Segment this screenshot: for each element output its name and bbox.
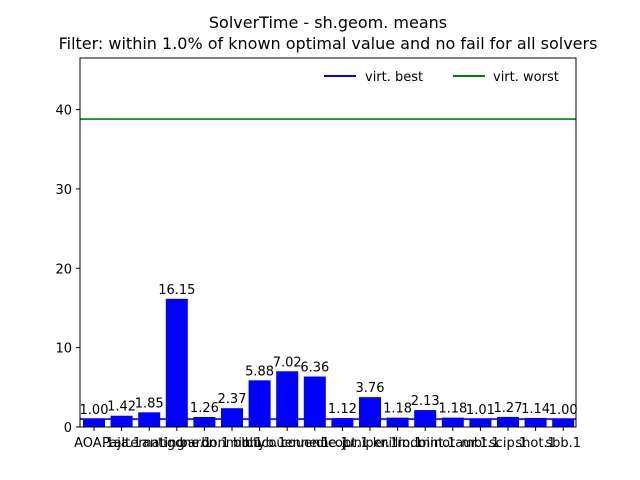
x-tick-label-paja-1: Paja.1 xyxy=(102,436,141,451)
bar-dicopt-1 xyxy=(331,418,354,427)
chart-title: SolverTime - sh.geom. means xyxy=(209,13,447,32)
value-label-couenne-1: 6.36 xyxy=(300,361,329,376)
bar-antigone-1 xyxy=(165,298,188,427)
bar-juniper-1 xyxy=(359,397,381,427)
bar-minotaur-1 xyxy=(441,417,464,427)
y-tick-label-10: 10 xyxy=(55,342,72,357)
bar-bonmin-1 xyxy=(221,408,243,427)
legend-label-virt-worst: virt. worst xyxy=(493,70,559,85)
chart-subtitle: Filter: within 1.0% of known optimal val… xyxy=(59,34,598,53)
x-axis: AOA.1Paja.1alternatingantigone.1baron.1b… xyxy=(74,427,581,451)
bar-paja-1 xyxy=(110,415,133,427)
plot-frame xyxy=(79,57,577,428)
x-tick-label-shot-1: shot.1 xyxy=(515,436,555,451)
x-tick-label-juniper-1: juniper.1 xyxy=(341,436,399,451)
value-label-dicopt-1: 1.12 xyxy=(328,402,357,417)
value-label-sbb-1: 1.00 xyxy=(549,403,578,418)
bar-aoa-1 xyxy=(83,419,105,427)
value-label-antigone-1: 16.15 xyxy=(158,283,195,298)
legend: virt. best virt. worst xyxy=(324,70,559,85)
y-tick-label-20: 20 xyxy=(55,262,72,277)
value-label-alternating: 1.85 xyxy=(135,396,164,411)
value-label-aoa-1: 1.00 xyxy=(80,403,109,418)
bar-scip-1 xyxy=(497,416,519,427)
y-axis: 0 10 20 30 40 xyxy=(55,104,80,436)
x-tick-label-dicopt-1: dicopt.1 xyxy=(316,436,369,451)
x-tick-label-lindoint-1: lindoint.1 xyxy=(395,436,456,451)
value-label-paja-1: 1.42 xyxy=(107,400,136,415)
value-label-bonmin-1: 2.37 xyxy=(218,392,247,407)
value-labels-group: 1.001.421.8516.151.262.375.887.026.361.1… xyxy=(80,283,578,418)
value-label-bbcouenne-1: 7.02 xyxy=(273,355,302,370)
value-label-mbt-1: 1.01 xyxy=(466,403,495,418)
value-label-scip-1: 1.27 xyxy=(494,401,523,416)
x-tick-label-scip-1: scip.1 xyxy=(489,436,527,451)
bar-sbb-1 xyxy=(552,419,575,427)
value-label-lindoint-1: 2.13 xyxy=(411,394,440,409)
reference-lines-group xyxy=(80,118,576,420)
value-label-baron-1: 1.26 xyxy=(190,401,219,416)
bar-shot-1 xyxy=(524,417,547,427)
value-label-juniper-1: 3.76 xyxy=(356,381,385,396)
x-tick-label-baron-1: baron.1 xyxy=(179,436,229,451)
x-tick-label-knitro-1: knitro.1 xyxy=(373,436,423,451)
x-tick-label-alternating: alternating xyxy=(114,436,185,451)
x-tick-label-couenne-1: couenne.1 xyxy=(281,436,349,451)
y-tick-label-0: 0 xyxy=(64,421,72,436)
x-tick-label-antigone-1: antigone.1 xyxy=(142,436,212,451)
bar-bbhyb-1 xyxy=(248,380,271,427)
bar-mbt-1 xyxy=(469,418,492,427)
y-tick-label-30: 30 xyxy=(55,183,72,198)
x-tick-label-aoa-1: AOA.1 xyxy=(74,436,114,451)
bar-bbcouenne-1 xyxy=(276,371,299,427)
value-label-bbhyb-1: 5.88 xyxy=(245,364,274,379)
x-tick-label-mbt-1: mbt.1 xyxy=(461,436,499,451)
bar-couenne-1 xyxy=(303,376,326,427)
x-tick-label-bbcouenne-1: bbcouenne.1 xyxy=(245,436,330,451)
value-label-minotaur-1: 1.18 xyxy=(438,402,467,417)
y-tick-label-40: 40 xyxy=(55,104,72,119)
value-label-shot-1: 1.14 xyxy=(521,402,550,417)
bar-baron-1 xyxy=(193,417,216,427)
legend-label-virt-best: virt. best xyxy=(365,70,423,85)
value-label-knitro-1: 1.18 xyxy=(383,402,412,417)
x-tick-label-minotaur-1: minotaur.1 xyxy=(418,436,488,451)
bar-knitro-1 xyxy=(386,417,409,427)
x-tick-label-bbhyb-1: bbhyb.1 xyxy=(233,436,286,451)
x-tick-label-bonmin-1: bonmin.1 xyxy=(201,436,262,451)
x-tick-label-sbb-1: sbb.1 xyxy=(545,436,581,451)
